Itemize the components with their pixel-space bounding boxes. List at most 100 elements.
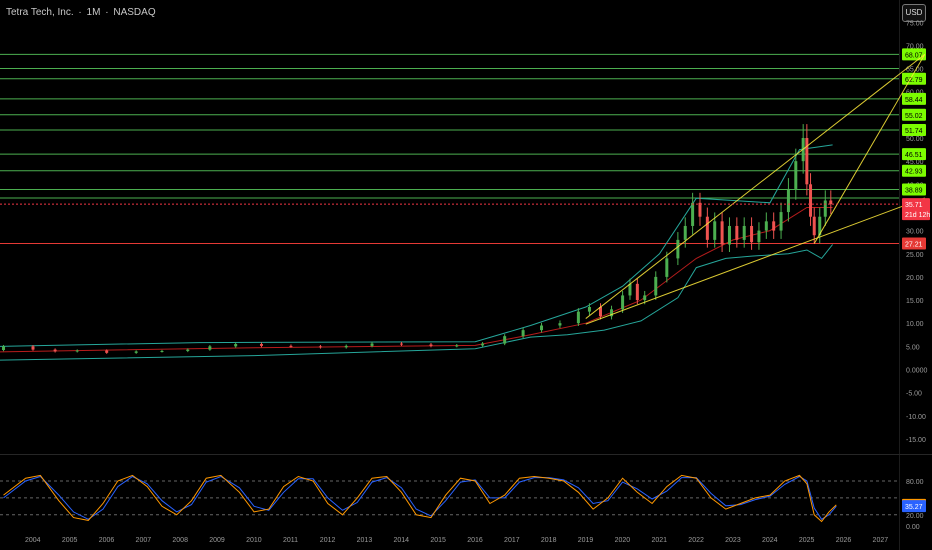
level-price-badge xyxy=(902,164,926,177)
time-axis-label: 2022 xyxy=(688,537,704,544)
time-axis-label: 2018 xyxy=(541,537,557,544)
time-axis-label: 2021 xyxy=(651,537,667,544)
candle-body xyxy=(654,276,658,296)
symbol-name[interactable]: Tetra Tech, Inc. xyxy=(6,7,74,18)
candle-body xyxy=(481,343,485,346)
price-axis-tick: -10.00 xyxy=(906,414,926,421)
level-price-label: 38.89 xyxy=(905,187,923,194)
candle-body xyxy=(540,325,544,331)
candle-body xyxy=(75,350,79,352)
chart-header: Tetra Tech, Inc. · 1M · NASDAQ xyxy=(6,7,158,18)
last-price-badge xyxy=(902,198,930,221)
candle-body xyxy=(742,225,746,240)
trendline xyxy=(813,54,926,244)
candle-body xyxy=(234,344,238,347)
time-axis-label: 2027 xyxy=(873,537,889,544)
candle-body xyxy=(208,346,212,350)
level-price-label: 42.93 xyxy=(905,169,923,176)
header-separator-2: · xyxy=(105,7,109,18)
level-price-label: 51.74 xyxy=(905,128,923,135)
level-price-label: 62.79 xyxy=(905,77,923,84)
time-axis-label: 2023 xyxy=(725,537,741,544)
level-price-label: 58.44 xyxy=(905,97,923,104)
candle-body xyxy=(643,295,647,301)
candle-body xyxy=(370,343,374,346)
time-axis-label: 2019 xyxy=(578,537,594,544)
bollinger-upper-band xyxy=(0,144,833,347)
oscillator-d-badge-label: 35.27 xyxy=(905,504,923,511)
candle-body xyxy=(794,161,798,189)
price-axis-tick: 50.00 xyxy=(906,136,924,143)
time-axis-label: 2012 xyxy=(320,537,336,544)
candle-body xyxy=(691,202,695,226)
level-price-label: 46.51 xyxy=(905,152,923,159)
oscillator-d-badge xyxy=(902,500,926,513)
level-price-badge xyxy=(902,148,926,161)
candle-body xyxy=(818,216,822,236)
currency-button[interactable]: USD xyxy=(902,4,926,22)
candle-body xyxy=(289,345,293,347)
price-axis-tick: 0.0000 xyxy=(906,368,928,375)
trendline xyxy=(585,53,926,319)
time-axis-label: 2020 xyxy=(615,537,631,544)
candle-body xyxy=(735,225,739,240)
oscillator-axis-tick: 0.00 xyxy=(906,524,920,531)
countdown-label: 21d 12h xyxy=(905,212,930,219)
price-axis-tick: 70.00 xyxy=(906,43,924,50)
candle-body xyxy=(772,221,776,231)
candle-body xyxy=(676,239,680,259)
candle-body xyxy=(809,184,813,217)
time-axis-label: 2007 xyxy=(136,537,152,544)
time-axis-label: 2008 xyxy=(172,537,188,544)
candle-body xyxy=(764,221,768,231)
level-price-badge xyxy=(902,72,926,85)
candle-body xyxy=(757,230,761,243)
price-axis-tick: 45.00 xyxy=(906,159,924,166)
price-axis-tick: -5.00 xyxy=(906,391,922,398)
candle-body xyxy=(503,336,507,344)
candle-body xyxy=(683,225,687,240)
time-axis-label: 2005 xyxy=(62,537,78,544)
candle-body xyxy=(720,221,724,245)
candle-body xyxy=(186,349,190,351)
level-price-badge xyxy=(902,108,926,121)
candle-body xyxy=(610,309,614,317)
candle-body xyxy=(628,283,632,296)
level-price-label: 55.02 xyxy=(905,113,923,120)
candle-body xyxy=(576,311,580,324)
interval-label[interactable]: 1M xyxy=(86,7,101,18)
candle-body xyxy=(823,200,827,217)
price-axis-tick: 5.00 xyxy=(906,344,920,351)
price-axis-tick: 15.00 xyxy=(906,298,924,305)
candle-body xyxy=(259,344,263,346)
time-axis-label: 2025 xyxy=(799,537,815,544)
exchange-label: NASDAQ xyxy=(113,7,156,18)
level-price-badge xyxy=(902,183,926,196)
time-axis-label: 2016 xyxy=(467,537,483,544)
time-axis-label: 2004 xyxy=(25,537,41,544)
candle-body xyxy=(812,216,816,236)
time-axis-label: 2009 xyxy=(209,537,225,544)
pane-divider[interactable] xyxy=(0,454,932,455)
price-axis-tick: 25.00 xyxy=(906,252,924,259)
level-price-badge xyxy=(902,237,926,250)
header-separator: · xyxy=(78,7,82,18)
price-axis-tick: 65.00 xyxy=(906,67,924,74)
candle-body xyxy=(521,330,525,337)
candle-body xyxy=(318,346,322,348)
price-axis-tick: 20.00 xyxy=(906,275,924,282)
price-axis-tick: 75.00 xyxy=(906,20,924,27)
candle-body xyxy=(713,221,717,240)
time-axis-label: 2010 xyxy=(246,537,262,544)
level-price-badge xyxy=(902,92,926,105)
level-price-badge xyxy=(902,48,926,61)
candle-body xyxy=(31,346,35,350)
candle-body xyxy=(455,345,459,347)
time-axis-label: 2017 xyxy=(504,537,520,544)
candle-body xyxy=(727,225,731,245)
oscillator-axis-tick: 20.00 xyxy=(906,513,924,520)
time-axis-label: 2013 xyxy=(357,537,373,544)
oscillator-d-line xyxy=(3,475,837,520)
price-axis-divider xyxy=(899,0,900,550)
